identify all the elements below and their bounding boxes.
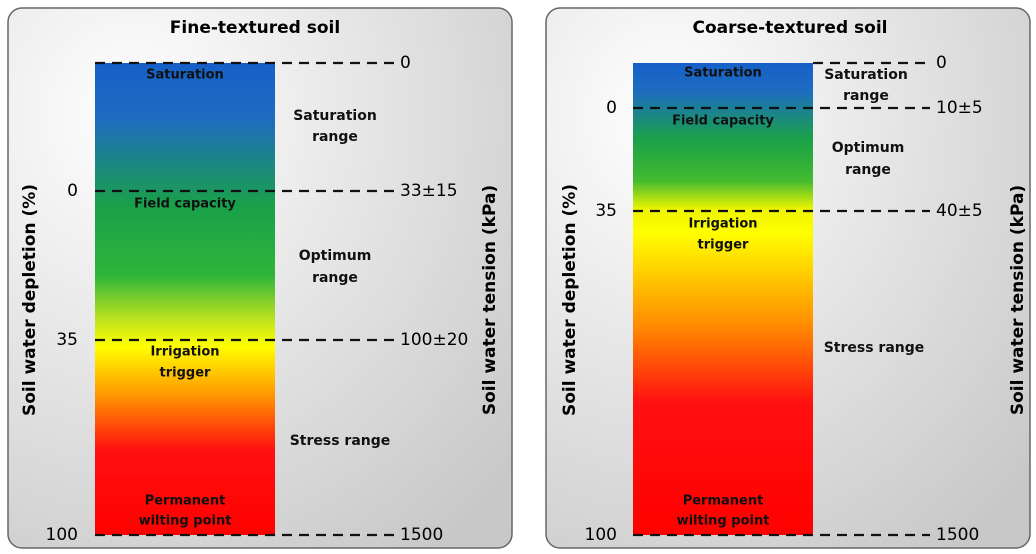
- zone-label: trigger: [160, 366, 212, 381]
- zone-label: Saturation: [146, 68, 224, 83]
- range-label: Saturation: [824, 67, 908, 83]
- zone-label: Field capacity: [672, 114, 774, 129]
- gradient-bar: [95, 63, 275, 535]
- range-label: range: [845, 162, 891, 178]
- zone-label: Irrigation: [688, 217, 757, 232]
- range-label: range: [312, 129, 358, 145]
- panel-title: Fine-textured soil: [170, 18, 340, 38]
- left-tick: 0: [67, 181, 78, 201]
- range-label: Optimum: [299, 248, 372, 264]
- zone-label: Saturation: [684, 66, 762, 81]
- right-tick: 1500: [400, 525, 443, 545]
- left-tick: 100: [585, 525, 617, 545]
- left-axis-label: Soil water depletion (%): [560, 184, 580, 416]
- range-label: Optimum: [832, 140, 905, 156]
- zone-label: Irrigation: [150, 345, 219, 360]
- range-label: Stress range: [290, 433, 391, 449]
- panel: Fine-textured soil Soil water depletion …: [7, 7, 513, 549]
- right-tick: 1500: [936, 525, 979, 545]
- left-tick: 35: [56, 330, 78, 350]
- range-label: range: [312, 270, 358, 286]
- right-axis-label: Soil water tension (kPa): [480, 185, 500, 415]
- zone-label: Permanent: [683, 494, 764, 509]
- right-tick: 100±20: [400, 330, 468, 350]
- zone-label: trigger: [698, 238, 750, 253]
- right-tick: 0: [936, 53, 947, 73]
- left-tick: 0: [606, 98, 617, 118]
- range-label: Stress range: [824, 340, 925, 356]
- zone-label: Field capacity: [134, 197, 236, 212]
- zone-label: Permanent: [145, 494, 226, 509]
- zone-label: wilting point: [139, 514, 232, 529]
- zone-label: wilting point: [677, 514, 770, 529]
- right-axis-label: Soil water tension (kPa): [1008, 185, 1028, 415]
- left-tick: 100: [46, 525, 78, 545]
- range-label: Saturation: [293, 108, 377, 124]
- left-axis-label: Soil water depletion (%): [20, 184, 40, 416]
- right-tick: 10±5: [936, 98, 983, 118]
- panel: Coarse-textured soil Soil water depletio…: [545, 7, 1031, 549]
- left-tick: 35: [595, 201, 617, 221]
- gradient-bar: [633, 63, 813, 535]
- right-tick: 33±15: [400, 181, 458, 201]
- panel-title: Coarse-textured soil: [692, 18, 887, 38]
- right-tick: 40±5: [936, 201, 983, 221]
- right-tick: 0: [400, 53, 411, 73]
- range-label: range: [843, 88, 889, 104]
